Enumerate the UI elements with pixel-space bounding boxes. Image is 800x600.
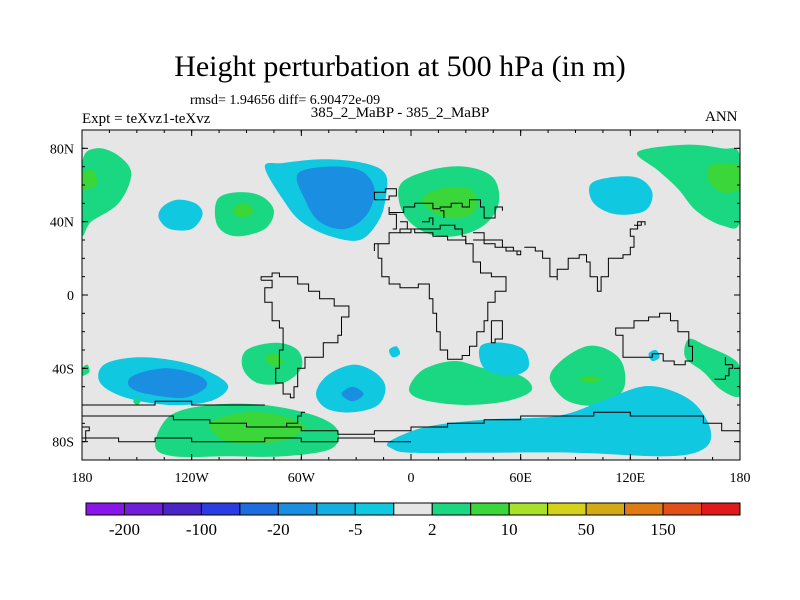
contour-region — [684, 338, 740, 398]
axes: 180 120W 60W 0 60E 120E 180 80N 40N 0 40S 80S — [50, 130, 751, 486]
coastline — [524, 221, 646, 292]
y-tick-label: 40N — [50, 216, 74, 231]
colorbar-label: 50 — [578, 520, 595, 539]
coastline — [82, 400, 265, 406]
contour-region — [341, 386, 364, 402]
contour-region — [296, 166, 375, 230]
coastline — [82, 437, 411, 443]
contour-region — [707, 162, 740, 193]
contour-region — [133, 397, 141, 405]
coastlines — [82, 188, 740, 443]
colorbar-label: 150 — [650, 520, 676, 539]
coastline — [490, 320, 503, 344]
colorbar-box — [508, 502, 549, 516]
coastline — [634, 221, 642, 226]
colorbar-label: -200 — [109, 520, 140, 539]
contour-region — [82, 148, 132, 236]
coastline — [373, 188, 397, 201]
coastline — [714, 357, 734, 380]
contour-region — [386, 386, 712, 457]
colorbar-box — [701, 502, 741, 516]
colorbar-box — [316, 502, 356, 516]
contour-region — [264, 353, 284, 367]
colorbar-box — [431, 502, 472, 516]
contour-region — [128, 368, 208, 398]
contour-region — [389, 346, 401, 358]
coastline — [388, 207, 397, 230]
y-tick-label: 80S — [52, 436, 74, 451]
coastline — [373, 243, 379, 251]
contour-region — [421, 186, 478, 219]
contour-region — [231, 203, 254, 218]
contour-field — [82, 144, 740, 458]
colorbar-box — [277, 502, 318, 516]
colorbar-box — [354, 502, 395, 516]
contour-region — [579, 375, 602, 383]
coastline — [275, 411, 305, 428]
x-tick-label: 120E — [616, 471, 646, 486]
colorbar: -200 -100 -20 -5 2 10 50 150 — [85, 502, 741, 539]
colorbar-box — [547, 502, 587, 516]
coastline — [440, 210, 445, 218]
coastline — [82, 411, 740, 438]
coastline — [403, 224, 467, 244]
y-tick-label: 80N — [50, 142, 74, 157]
experiment-label: Expt = teXvz1-teXvz — [82, 111, 211, 127]
x-tick-label: 60W — [288, 471, 316, 486]
x-tick-label: 0 — [408, 471, 415, 486]
contour-region — [209, 411, 306, 444]
colorbar-box — [585, 502, 626, 516]
y-tick-label: 40S — [52, 362, 74, 377]
colorbar-box — [624, 502, 664, 516]
contour-region — [158, 199, 203, 231]
colorbar-label: 2 — [428, 520, 437, 539]
coastline — [82, 426, 90, 442]
coastline — [260, 272, 350, 399]
contour-region — [549, 345, 626, 406]
colorbar-box — [662, 502, 703, 516]
x-tick-label: 120W — [175, 471, 210, 486]
stats-text: rmsd= 1.94656 diff= 6.90472e-09 — [190, 93, 381, 108]
y-tick-label: 0 — [67, 289, 74, 304]
chart-title: Height perturbation at 500 hPa (in m) — [174, 50, 626, 83]
colorbar-box — [393, 502, 433, 516]
contour-region — [589, 176, 653, 215]
colorbar-box — [162, 502, 202, 516]
coastline — [389, 199, 503, 219]
contour-region — [648, 349, 660, 362]
x-tick-label: 60E — [509, 471, 532, 486]
coastline — [473, 232, 522, 256]
colorbar-box — [123, 502, 164, 516]
colorbar-label: -20 — [267, 520, 290, 539]
contour-region — [82, 169, 98, 190]
x-tick-label: 180 — [730, 471, 751, 486]
case-label: 385_2_MaBP - 385_2_MaBP — [310, 105, 490, 121]
coastline — [377, 228, 507, 360]
colorbar-label: -5 — [348, 520, 362, 539]
coastline — [615, 312, 693, 366]
contour-region — [82, 364, 90, 376]
colorbar-box — [239, 502, 279, 516]
contour-region — [478, 342, 530, 376]
colorbar-box — [85, 502, 125, 516]
colorbar-label: -100 — [186, 520, 217, 539]
x-tick-label: 180 — [72, 471, 93, 486]
season-label: ANN — [705, 109, 738, 125]
colorbar-label: 10 — [501, 520, 518, 539]
colorbar-box — [200, 502, 241, 516]
coastline — [422, 217, 434, 226]
colorbar-box — [470, 502, 510, 516]
